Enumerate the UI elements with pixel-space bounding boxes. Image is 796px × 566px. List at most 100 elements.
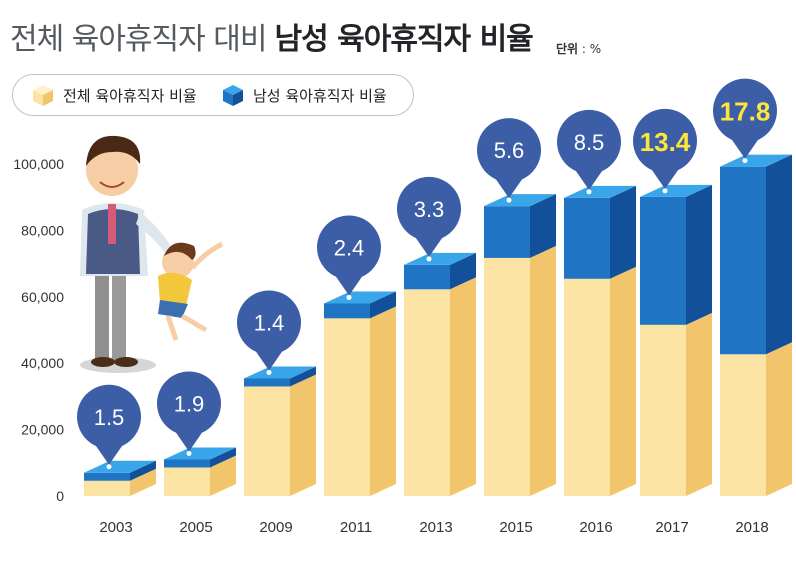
pin-dot xyxy=(346,294,352,300)
male-ratio-label: 1.5 xyxy=(94,405,125,430)
total-bar-front xyxy=(244,386,290,496)
x-tick-label: 2015 xyxy=(499,519,532,536)
male-bar-side xyxy=(450,252,476,290)
male-cube-icon xyxy=(223,85,243,106)
x-tick-label: 2018 xyxy=(735,519,768,536)
legend-item-male: 남성 육아휴직자 비율 xyxy=(221,83,387,107)
pin-tail xyxy=(574,169,604,190)
bar-2011 xyxy=(324,291,396,496)
chart-header: 전체 육아휴직자 대비 남성 육아휴직자 비율 xyxy=(10,14,534,57)
pin-bubble xyxy=(317,215,381,280)
y-tick-label: 20,000 xyxy=(21,422,64,438)
total-bar-side xyxy=(766,342,792,496)
male-bar-side xyxy=(530,194,556,258)
total-bar-front xyxy=(324,318,370,496)
total-bar-side xyxy=(370,306,396,496)
father-leg xyxy=(95,268,109,360)
pin-dot xyxy=(266,369,272,375)
pin-bubble xyxy=(77,384,141,449)
male-bar-top xyxy=(164,447,236,460)
total-bar-side xyxy=(210,455,236,496)
pins-layer: 1.5 1.9 1.4 2.4 3.3 5.6 8.5 13.4 17.8 xyxy=(77,78,777,470)
ratio-pin-2018: 17.8 xyxy=(713,78,777,164)
pin-tail xyxy=(254,349,284,371)
total-bar-side xyxy=(450,277,476,496)
y-tick-label: 40,000 xyxy=(21,355,64,371)
pin-bubble xyxy=(397,176,461,241)
child-hair xyxy=(164,242,196,260)
male-ratio-label: 1.9 xyxy=(174,391,205,416)
x-tick-label: 2009 xyxy=(259,519,292,536)
y-tick-label: 0 xyxy=(56,488,64,504)
ratio-pin-2011: 2.4 xyxy=(317,215,381,300)
pin-tail xyxy=(174,430,204,452)
pin-tail xyxy=(494,177,524,199)
bar-2005 xyxy=(164,447,236,496)
bar-2003 xyxy=(84,460,156,496)
total-bar-front xyxy=(164,467,210,496)
total-bar-side xyxy=(610,266,636,496)
bar-2018 xyxy=(720,154,792,496)
male-ratio-label: 8.5 xyxy=(574,130,605,155)
child-leg xyxy=(180,313,208,333)
male-bar-side xyxy=(766,154,792,355)
pin-bubble xyxy=(557,109,621,174)
male-bar-front xyxy=(324,303,370,319)
bar-2013 xyxy=(404,252,476,496)
pin-bubble xyxy=(477,118,541,183)
y-tick-label: 60,000 xyxy=(21,289,64,305)
male-bar-side xyxy=(370,291,396,319)
male-bar-top xyxy=(484,194,556,207)
male-ratio-label: 2.4 xyxy=(334,235,365,260)
total-bar-front xyxy=(404,289,450,496)
pin-dot xyxy=(662,188,668,194)
pin-tail xyxy=(94,443,124,465)
father-face xyxy=(86,144,138,196)
ratio-pin-2017: 13.4 xyxy=(633,108,697,194)
male-bar-side xyxy=(130,460,156,481)
male-ratio-label: 13.4 xyxy=(640,127,691,157)
y-axis: 0 20,000 40,000 60,000 80,000 100,000 xyxy=(13,156,64,504)
male-bar-top xyxy=(324,291,396,304)
bar-2016 xyxy=(564,185,636,496)
male-bar-side xyxy=(686,184,712,325)
pin-tail xyxy=(334,274,364,296)
total-bar-front xyxy=(484,257,530,496)
pin-dot xyxy=(186,450,192,456)
male-bar-top xyxy=(84,460,156,473)
pin-tail xyxy=(730,137,760,159)
x-tick-label: 2003 xyxy=(99,519,132,536)
pin-dot xyxy=(506,197,512,203)
ratio-pin-2003: 1.5 xyxy=(77,384,141,470)
y-tick-label: 100,000 xyxy=(13,156,64,172)
male-bar-front xyxy=(244,378,290,387)
pin-dot xyxy=(742,158,748,164)
ratio-pin-2009: 1.4 xyxy=(237,290,301,375)
male-bar-side xyxy=(210,447,236,468)
x-tick-label: 2016 xyxy=(579,519,612,536)
male-ratio-label: 1.4 xyxy=(254,310,285,335)
total-bar-front xyxy=(564,278,610,496)
ratio-pin-2016: 8.5 xyxy=(557,109,621,195)
male-ratio-label: 3.3 xyxy=(414,197,445,222)
father-shoe xyxy=(91,357,115,367)
father-leg xyxy=(112,268,126,360)
pin-tail xyxy=(414,236,444,257)
pin-bubble xyxy=(713,78,777,143)
child-shirt xyxy=(158,272,192,306)
chart-legend: 전체 육아휴직자 비율 남성 육아휴직자 비율 xyxy=(12,74,414,116)
x-tick-label: 2005 xyxy=(179,519,212,536)
pin-bubble xyxy=(237,290,301,355)
chart-title-emphasis: 남성 육아휴직자 비율 xyxy=(274,22,533,57)
father-tie xyxy=(108,204,116,244)
legend-item-total: 전체 육아휴직자 비율 xyxy=(31,83,197,107)
total-bar-side xyxy=(130,468,156,496)
male-ratio-label: 17.8 xyxy=(720,97,771,127)
ratio-pin-2015: 5.6 xyxy=(477,118,541,203)
male-bar-top xyxy=(640,184,712,197)
male-ratio-label: 5.6 xyxy=(494,138,525,163)
child-skirt xyxy=(158,300,188,318)
ratio-pin-2013: 3.3 xyxy=(397,176,461,262)
male-bar-side xyxy=(290,366,316,387)
